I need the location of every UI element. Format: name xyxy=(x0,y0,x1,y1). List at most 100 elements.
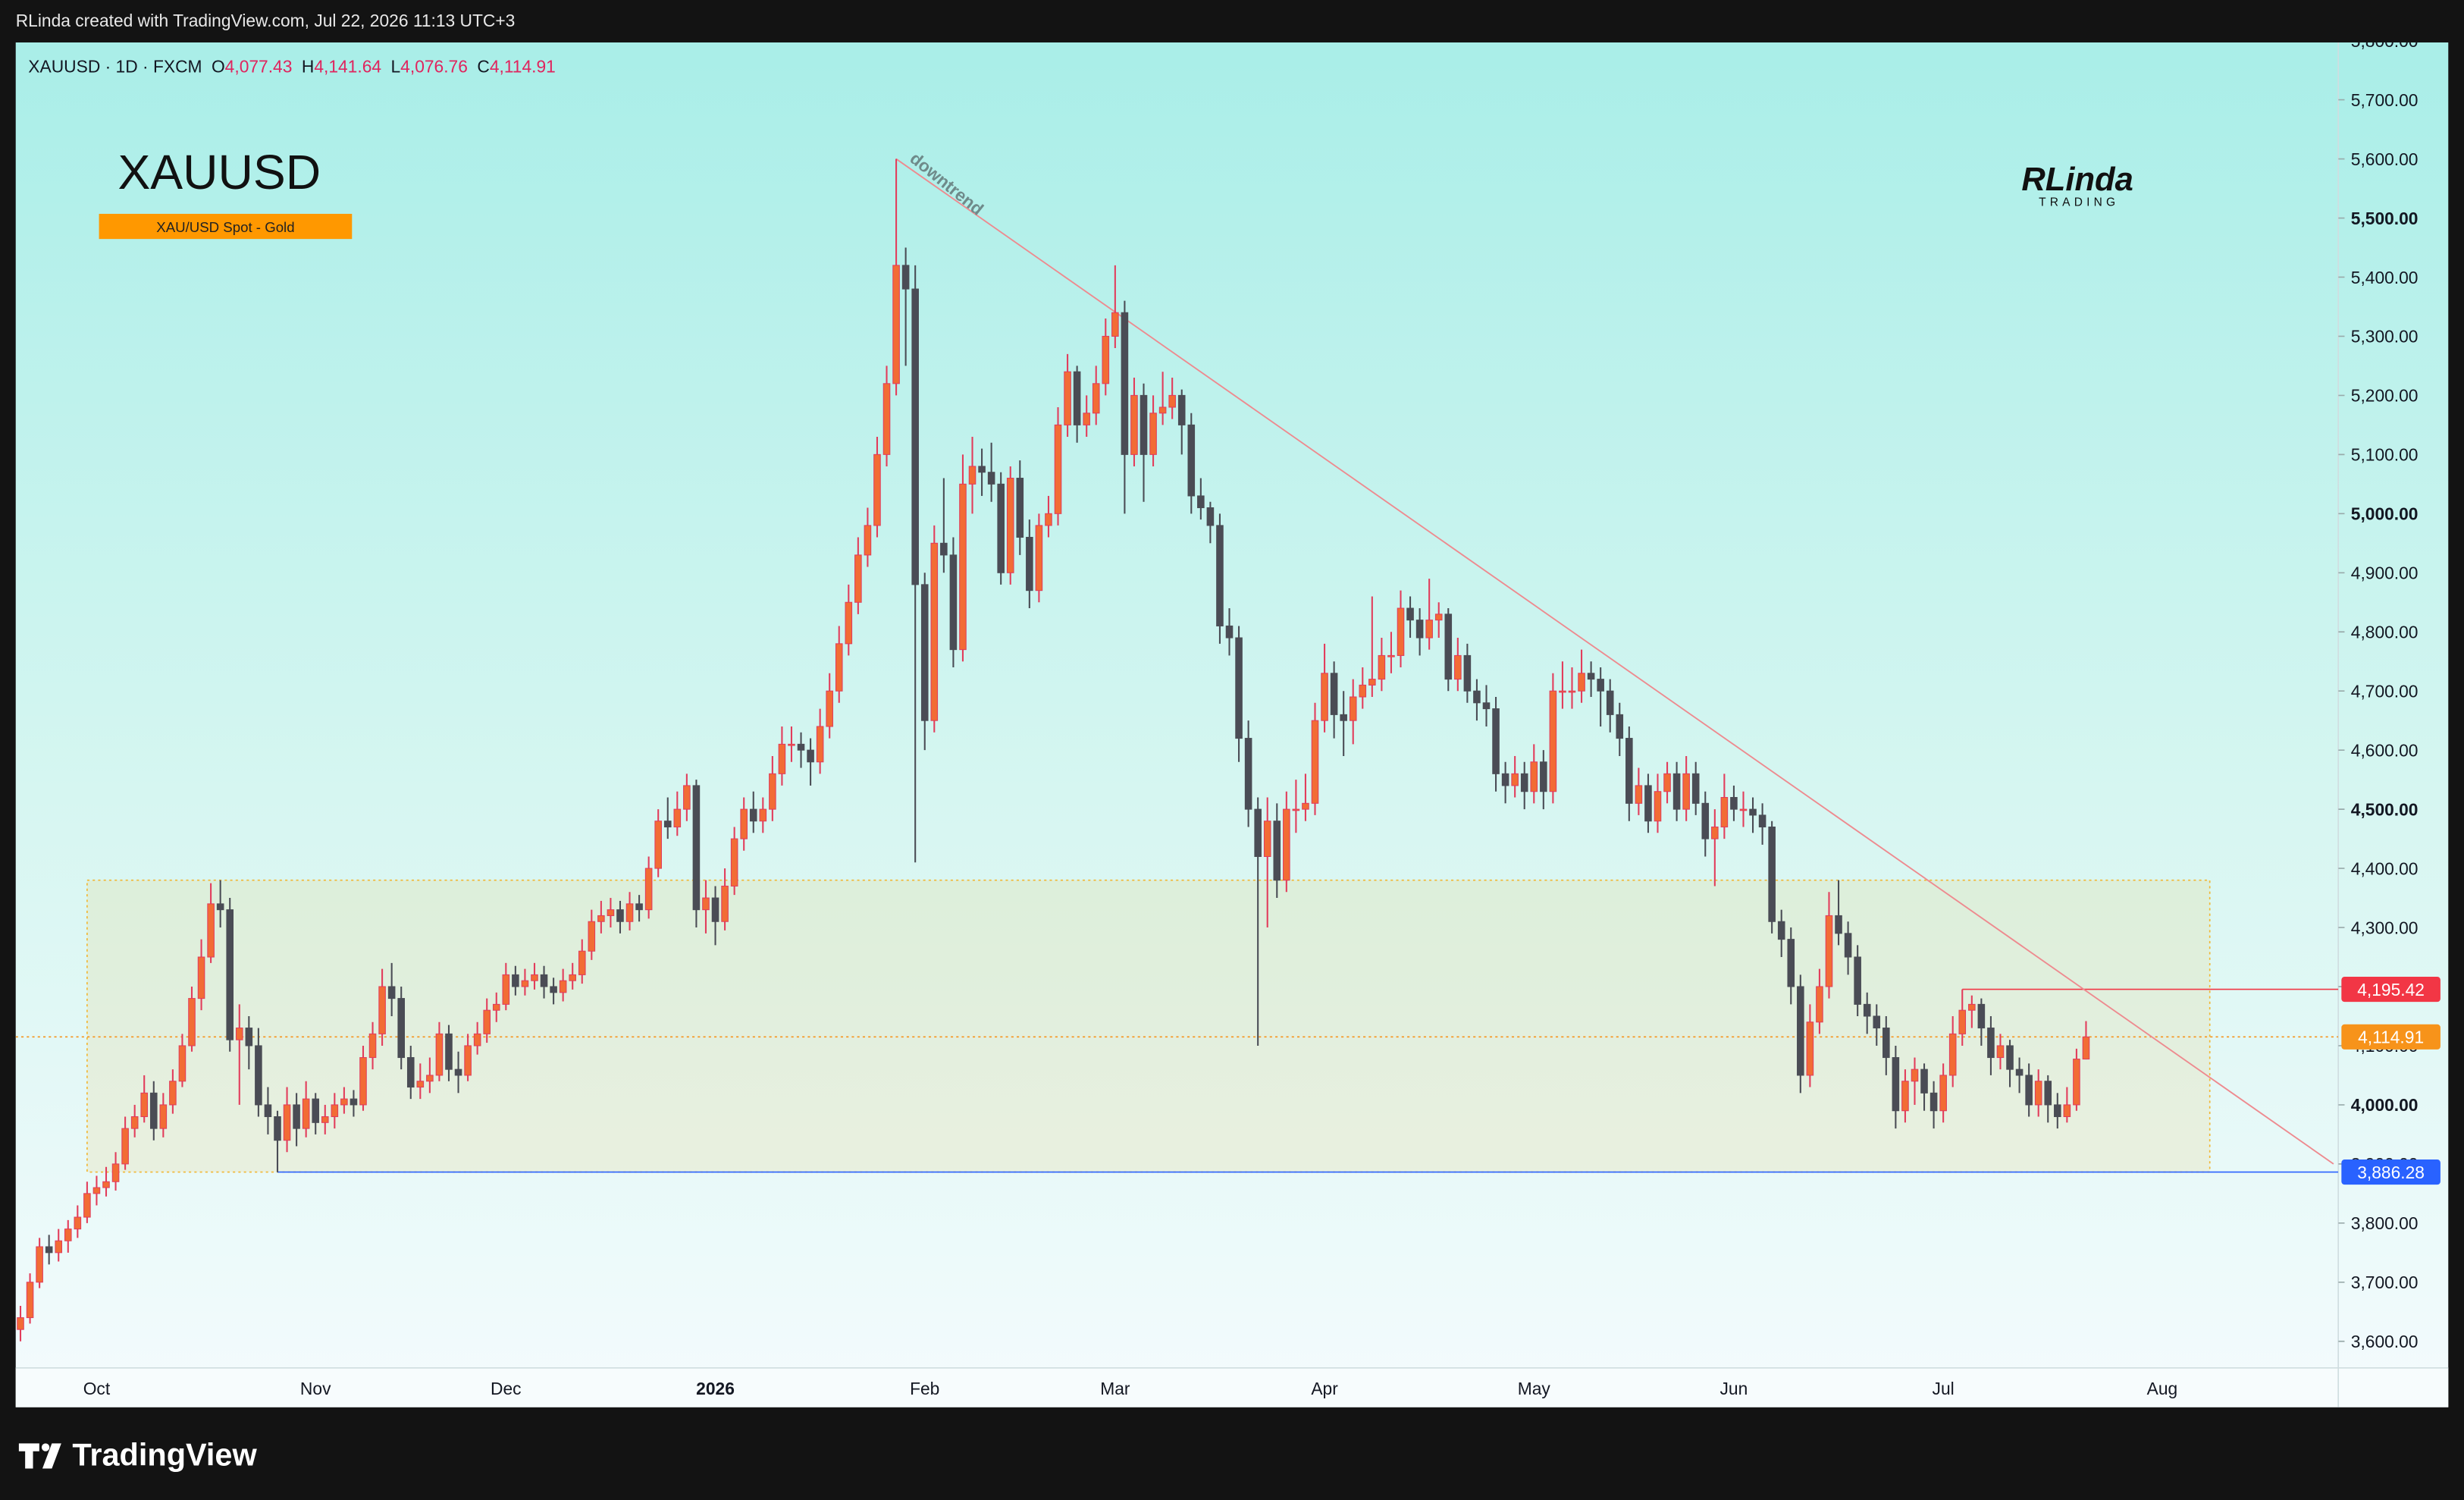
candle-body xyxy=(930,542,939,721)
x-tick-label: Nov xyxy=(300,1379,331,1398)
candle-body xyxy=(1187,424,1196,497)
candle-body xyxy=(426,1075,434,1082)
x-tick-label: Aug xyxy=(2147,1379,2178,1398)
candle-body xyxy=(1263,821,1271,858)
candle-body xyxy=(1330,673,1338,715)
y-tick-label: 5,300.00 xyxy=(2351,327,2419,347)
candle-body xyxy=(1149,413,1157,455)
candle-body xyxy=(340,1098,348,1106)
candle-body xyxy=(1444,613,1453,680)
candle-body xyxy=(797,743,805,751)
candle-body xyxy=(901,265,910,290)
candle-body xyxy=(1492,708,1500,774)
legend-value: 4,076.76 xyxy=(400,56,468,76)
price-tag-label: 3,886.28 xyxy=(2357,1163,2425,1182)
candle-body xyxy=(1797,986,1804,1076)
y-tick-label: 4,600.00 xyxy=(2351,740,2419,760)
candle-body xyxy=(1321,673,1328,721)
candle-body xyxy=(293,1104,300,1129)
legend-symbol: XAUUSD · 1D · FXCM xyxy=(28,56,202,76)
brand-mark xyxy=(42,1443,61,1469)
candle-body xyxy=(1787,939,1795,987)
candle-body xyxy=(845,601,853,645)
brand-name: TradingView xyxy=(72,1436,257,1472)
legend-key: H xyxy=(302,56,314,76)
price-tag-label: 4,195.42 xyxy=(2357,980,2425,999)
legend-key: L xyxy=(390,56,400,76)
candle-body xyxy=(721,885,729,922)
y-tick-label: 4,400.00 xyxy=(2351,858,2419,878)
candle-body xyxy=(959,483,967,651)
candle-body xyxy=(2006,1045,2014,1070)
y-tick-label: 4,900.00 xyxy=(2351,563,2419,583)
candle-body xyxy=(350,1098,358,1106)
candle-body xyxy=(644,868,653,911)
candle-body xyxy=(1158,406,1167,414)
candle-body xyxy=(55,1240,63,1254)
candle-body xyxy=(387,986,396,999)
candle-body xyxy=(1397,607,1405,656)
y-tick-label: 3,800.00 xyxy=(2351,1213,2419,1233)
candle-body xyxy=(1368,679,1376,686)
y-tick-label: 4,000.00 xyxy=(2351,1095,2419,1115)
candle-body xyxy=(1302,802,1309,810)
candle-body xyxy=(512,974,519,987)
candle-body xyxy=(1663,773,1671,792)
candle-body xyxy=(255,1045,262,1106)
candle-body xyxy=(1359,684,1367,698)
candle-body xyxy=(1387,654,1395,657)
y-tick-label: 4,800.00 xyxy=(2351,623,2419,642)
candle-body xyxy=(149,1092,158,1129)
candle-body xyxy=(702,897,710,911)
brand-mark xyxy=(41,1443,50,1451)
candle-body xyxy=(826,690,833,727)
candle-body xyxy=(1901,1081,1909,1112)
candle-body xyxy=(987,472,995,485)
candle-body xyxy=(130,1116,139,1129)
candle-body xyxy=(1691,773,1700,804)
y-tick-label: 5,100.00 xyxy=(2351,445,2419,465)
candle-body xyxy=(892,265,900,384)
price-tag xyxy=(2341,976,2440,1003)
candle-body xyxy=(559,980,567,993)
candle-body xyxy=(1092,383,1100,414)
candle-body xyxy=(597,915,605,922)
candle-body xyxy=(1102,335,1110,384)
price-tag xyxy=(2341,1159,2440,1185)
x-tick-label: Mar xyxy=(1100,1379,1130,1398)
legend-value: 4,141.64 xyxy=(314,56,381,76)
candle-body xyxy=(997,483,1005,573)
candle-body xyxy=(283,1104,291,1141)
candle-body xyxy=(36,1246,43,1283)
candle-body xyxy=(711,897,719,922)
candle-body xyxy=(788,743,795,746)
x-tick-label: May xyxy=(1518,1379,1551,1398)
candle-body xyxy=(1026,536,1033,592)
candle-body xyxy=(378,986,386,1034)
candle-body xyxy=(1006,478,1014,573)
candle-body xyxy=(111,1163,120,1182)
candle-body xyxy=(920,584,929,721)
candle-body xyxy=(1425,620,1433,639)
candle-body xyxy=(1825,915,1833,987)
candle-body xyxy=(1730,797,1738,810)
candle-body xyxy=(492,1003,500,1011)
x-tick-label: Oct xyxy=(83,1379,111,1398)
candle-body xyxy=(1625,738,1633,804)
candle-body xyxy=(312,1098,320,1123)
candle-body xyxy=(302,1098,310,1129)
candle-body xyxy=(64,1229,72,1241)
x-tick-label: Dec xyxy=(491,1379,522,1398)
candle-body xyxy=(264,1104,272,1118)
candle-body xyxy=(83,1193,91,1218)
candle-body xyxy=(102,1181,110,1188)
candle-body xyxy=(1292,808,1300,811)
candle-body xyxy=(673,808,682,828)
candle-body xyxy=(1454,654,1462,680)
candle-body xyxy=(406,1057,415,1088)
candle-body xyxy=(74,1216,82,1230)
candle-body xyxy=(1873,1015,1881,1029)
candle-body xyxy=(245,1028,253,1047)
candle-body xyxy=(1473,690,1481,704)
candle-body xyxy=(92,1187,101,1194)
